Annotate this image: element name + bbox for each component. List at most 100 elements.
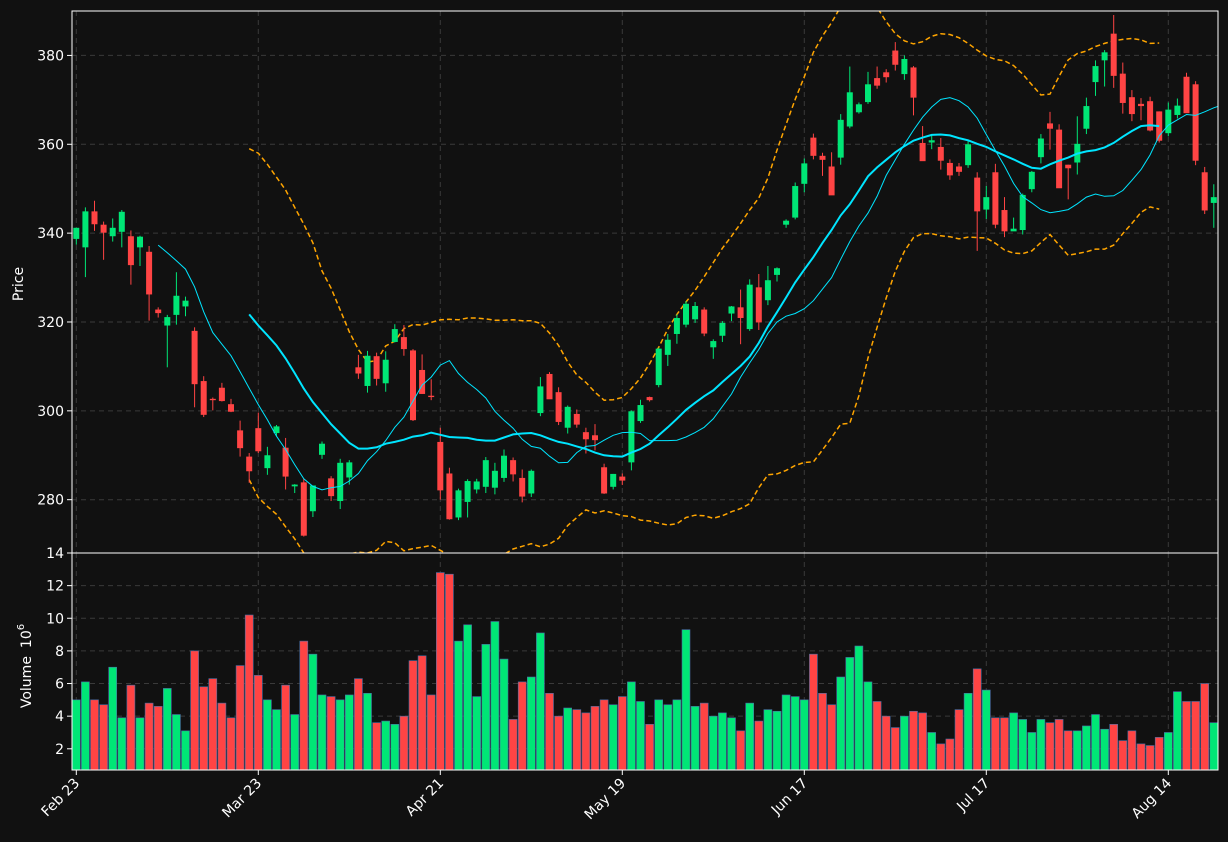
volume-bar xyxy=(326,696,336,771)
candle-body xyxy=(555,392,562,422)
volume-bar xyxy=(754,720,764,771)
volume-bar xyxy=(654,699,664,771)
volume-bar xyxy=(199,686,208,771)
candle-body xyxy=(291,484,298,487)
candle xyxy=(273,425,280,437)
x-ticks: Feb 23 Mar 23 Apr 21 May 19 Jun 17 Jul 17 Aug … xyxy=(39,770,1175,823)
candle xyxy=(1119,62,1126,114)
candle xyxy=(1192,81,1199,166)
candle xyxy=(855,102,862,114)
volume-bar xyxy=(909,710,918,771)
price-tick-label: 280 xyxy=(37,493,64,509)
x-tick-label: Aug 14 xyxy=(1129,775,1175,821)
volume-bar xyxy=(499,658,509,771)
candle xyxy=(501,449,507,482)
candle-body xyxy=(519,477,526,497)
candle xyxy=(237,420,244,457)
candle xyxy=(391,324,398,343)
volume-bar xyxy=(608,704,618,771)
candle-body xyxy=(155,309,162,314)
candle-body xyxy=(965,144,972,166)
candle xyxy=(710,339,717,359)
candle-body xyxy=(810,137,817,156)
volume-bar xyxy=(1091,714,1100,771)
candle xyxy=(664,333,671,366)
candle xyxy=(619,473,626,486)
candle xyxy=(1101,50,1108,87)
candle-body xyxy=(282,447,289,477)
candle xyxy=(482,457,489,494)
volume-bar xyxy=(244,614,254,771)
volume-bar xyxy=(854,645,864,771)
candle-body xyxy=(100,224,107,233)
candle xyxy=(1065,164,1072,200)
candle xyxy=(218,382,225,402)
candle xyxy=(182,296,189,317)
candle xyxy=(1138,98,1144,121)
candle xyxy=(1201,166,1208,215)
volume-bar xyxy=(117,717,127,771)
candle xyxy=(810,133,817,160)
candle xyxy=(946,159,953,180)
candle-body xyxy=(974,177,981,212)
volume-bar xyxy=(290,714,300,771)
candle-body xyxy=(1065,164,1072,169)
candle-body xyxy=(273,426,280,434)
candle-body xyxy=(1056,129,1063,189)
candle-body xyxy=(373,356,380,379)
candle-body xyxy=(355,367,362,374)
candle xyxy=(373,352,380,386)
volume-bar xyxy=(72,699,81,771)
volume-bar xyxy=(1173,691,1182,771)
candle xyxy=(410,349,416,422)
volume-bar xyxy=(536,632,545,771)
price-axis-label: Price xyxy=(11,267,27,301)
candle xyxy=(491,462,498,495)
candle-body xyxy=(1192,84,1199,161)
candle-body xyxy=(228,404,234,412)
candle-body xyxy=(510,460,517,475)
candle xyxy=(1037,134,1044,164)
volume-bar xyxy=(972,668,982,771)
candle xyxy=(118,210,125,248)
volume-bar xyxy=(981,689,991,771)
volume-bars xyxy=(72,572,1219,771)
candle xyxy=(473,478,480,494)
candle-body xyxy=(501,455,507,478)
volume-bar xyxy=(1063,730,1073,771)
volume-bar xyxy=(417,655,427,771)
volume-bar xyxy=(1100,728,1109,771)
volume-bar xyxy=(554,715,563,771)
volume-bar xyxy=(718,712,727,771)
candle-body xyxy=(728,306,735,314)
candle xyxy=(264,446,271,475)
volume-bar xyxy=(153,706,163,771)
volume-bar xyxy=(481,644,491,771)
candle xyxy=(883,69,890,83)
candle-body xyxy=(619,476,626,481)
candle xyxy=(309,485,316,518)
candle-body xyxy=(300,482,307,536)
volume-bar xyxy=(818,693,827,771)
candle xyxy=(874,66,881,89)
volume-bar xyxy=(790,696,800,771)
candle xyxy=(628,410,635,471)
volume-bar xyxy=(181,730,190,771)
volume-bar xyxy=(454,640,463,771)
volume-bar xyxy=(190,650,199,771)
candle-body xyxy=(182,300,189,307)
candle-body xyxy=(1110,33,1117,76)
volume-bar xyxy=(672,699,682,771)
volume-axis-label: Volume 106 xyxy=(16,624,35,708)
candle-body xyxy=(537,386,544,414)
volume-bar xyxy=(526,676,536,771)
volume-bar xyxy=(226,717,236,771)
candle xyxy=(846,66,853,129)
volume-bar xyxy=(1200,683,1209,771)
candle xyxy=(100,221,107,260)
candle xyxy=(755,274,762,330)
volume-bar xyxy=(381,720,391,771)
candle-body xyxy=(792,186,799,218)
volume-bar xyxy=(126,684,136,771)
volume-bar xyxy=(727,717,736,771)
